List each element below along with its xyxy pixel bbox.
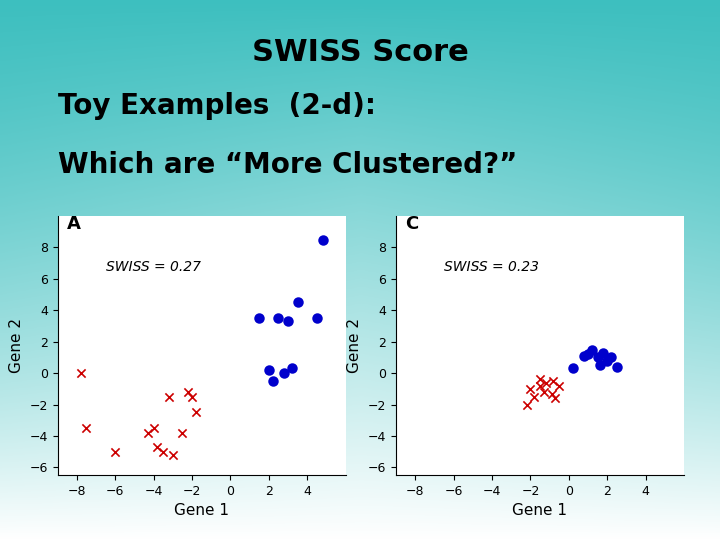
Point (548, 376, 559, 385)
Point (109, 447, 121, 456)
Text: Which are “More Clustered?”: Which are “More Clustered?” (58, 151, 517, 179)
X-axis label: Gene 1: Gene 1 (174, 503, 229, 518)
Point (311, 314, 323, 322)
Point (176, 428, 188, 437)
Point (521, 400, 532, 409)
Point (586, 345, 598, 354)
Point (606, 353, 617, 362)
Point (263, 366, 274, 374)
Point (578, 352, 590, 360)
Point (592, 353, 603, 362)
Point (279, 369, 290, 377)
Point (528, 393, 540, 401)
Point (282, 317, 294, 326)
Point (317, 235, 328, 244)
Text: SWISS = 0.23: SWISS = 0.23 (444, 260, 539, 274)
X-axis label: Gene 1: Gene 1 (513, 503, 567, 518)
Point (267, 376, 279, 385)
Point (273, 314, 284, 322)
Point (540, 378, 552, 387)
Point (286, 364, 297, 373)
Point (81, 424, 92, 433)
Y-axis label: Gene 2: Gene 2 (347, 318, 362, 373)
Point (601, 356, 613, 365)
Point (163, 393, 175, 401)
Point (158, 447, 169, 456)
Point (142, 428, 153, 437)
Point (534, 375, 546, 384)
Point (75, 369, 86, 377)
Point (594, 361, 606, 369)
Point (190, 408, 202, 417)
Point (567, 364, 578, 373)
Point (546, 389, 557, 398)
Text: SWISS = 0.27: SWISS = 0.27 (106, 260, 201, 274)
Point (582, 350, 594, 359)
Point (549, 394, 561, 402)
Text: C: C (405, 214, 419, 233)
Point (292, 298, 303, 307)
Point (253, 314, 265, 322)
Point (148, 424, 159, 433)
Y-axis label: Gene 2: Gene 2 (9, 318, 24, 373)
Text: A: A (67, 214, 81, 233)
Point (525, 384, 536, 393)
Point (611, 362, 623, 371)
Point (152, 443, 163, 451)
Point (167, 450, 179, 459)
Point (598, 348, 609, 357)
Point (186, 393, 198, 401)
Point (182, 388, 194, 396)
Text: Toy Examples  (2-d):: Toy Examples (2-d): (58, 92, 376, 120)
Point (554, 381, 565, 390)
Point (534, 381, 546, 390)
Point (538, 388, 549, 396)
Text: SWISS Score: SWISS Score (251, 38, 469, 67)
